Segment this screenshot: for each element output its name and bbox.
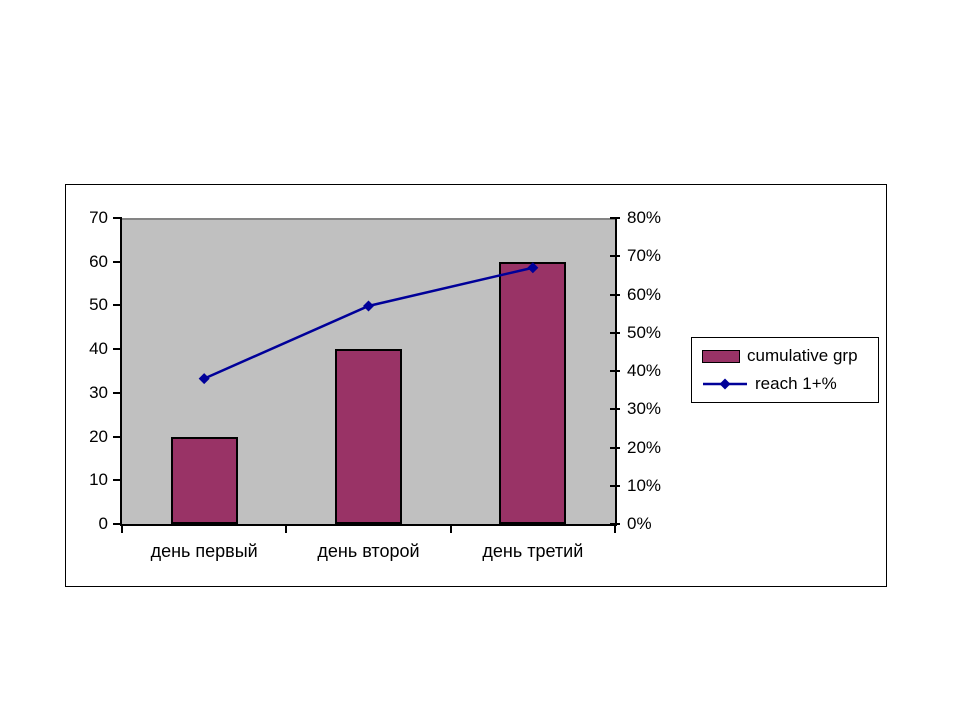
left-axis-tick bbox=[113, 391, 122, 394]
right-axis-tick bbox=[610, 370, 620, 372]
category-label-2: день второй bbox=[317, 541, 420, 561]
right-axis-label-80%: 80% bbox=[627, 208, 662, 227]
right-axis-label-40%: 40% bbox=[627, 361, 662, 380]
right-axis-label-0%: 0% bbox=[627, 514, 652, 533]
left-axis-tick bbox=[113, 479, 122, 482]
x-axis-tick bbox=[285, 526, 288, 533]
left-axis-label-40: 40 bbox=[89, 339, 108, 359]
x-axis-tick bbox=[121, 526, 123, 533]
x-axis-tick bbox=[614, 526, 616, 533]
right-axis-tick bbox=[610, 255, 620, 258]
legend-label-cumulative-grp: cumulative grp bbox=[747, 346, 858, 365]
reach-marker-2 bbox=[363, 300, 374, 312]
right-axis-tick bbox=[610, 484, 620, 487]
legend: cumulative grp reach 1+% bbox=[691, 337, 879, 403]
x-axis-tick bbox=[449, 526, 452, 533]
left-axis-tick bbox=[113, 260, 122, 263]
right-axis-tick bbox=[610, 331, 620, 334]
bar-1 bbox=[170, 436, 238, 524]
reach-line-layer bbox=[198, 262, 539, 385]
left-axis-label-70: 70 bbox=[89, 208, 108, 227]
legend-item-cumulative-grp: cumulative grp bbox=[702, 345, 878, 367]
x-axis-line bbox=[120, 524, 617, 526]
right-axis-tick bbox=[610, 523, 620, 525]
bar-2 bbox=[335, 349, 402, 524]
right-axis-tick bbox=[610, 408, 620, 411]
right-axis-label-50%: 50% bbox=[627, 322, 662, 342]
legend-item-reach: reach 1+% bbox=[702, 373, 878, 395]
right-axis-label-20%: 20% bbox=[627, 437, 662, 457]
left-axis-tick bbox=[113, 304, 122, 307]
right-axis-label-10%: 10% bbox=[627, 475, 662, 495]
category-label-3: день третий bbox=[482, 541, 584, 561]
left-axis-label-0: 0 bbox=[98, 514, 108, 533]
left-axis-line bbox=[120, 218, 122, 526]
left-axis-label-50: 50 bbox=[89, 295, 108, 315]
bar-swatch-icon bbox=[702, 349, 740, 363]
left-axis-label-30: 30 bbox=[89, 382, 108, 402]
right-axis-line bbox=[615, 218, 617, 526]
bar-3 bbox=[499, 261, 567, 524]
legend-label-reach: reach 1+% bbox=[755, 374, 837, 393]
left-axis-tick bbox=[113, 217, 122, 219]
category-label-1: день первый bbox=[150, 541, 258, 561]
right-axis-tick bbox=[610, 446, 620, 449]
left-axis-tick bbox=[113, 348, 122, 351]
left-axis-label-20: 20 bbox=[89, 426, 108, 446]
reach-line bbox=[203, 266, 534, 380]
left-axis-tick bbox=[113, 435, 122, 438]
left-axis-tick bbox=[113, 523, 122, 525]
right-axis-tick bbox=[610, 293, 620, 296]
line-swatch-icon bbox=[702, 377, 748, 391]
chart-frame: cumulative grp reach 1+% 0 10 20 30 40 50 60 70… bbox=[65, 184, 887, 587]
right-axis-tick bbox=[610, 217, 620, 219]
reach-marker-3 bbox=[527, 262, 539, 274]
right-axis-label-30%: 30% bbox=[627, 399, 662, 419]
left-axis-label-10: 10 bbox=[89, 470, 108, 490]
legend-diamond bbox=[719, 378, 731, 390]
reach-marker-1 bbox=[198, 373, 210, 385]
right-axis-label-70%: 70% bbox=[627, 246, 662, 266]
left-axis-label-60: 60 bbox=[89, 251, 108, 271]
right-axis-label-60%: 60% bbox=[627, 284, 662, 304]
